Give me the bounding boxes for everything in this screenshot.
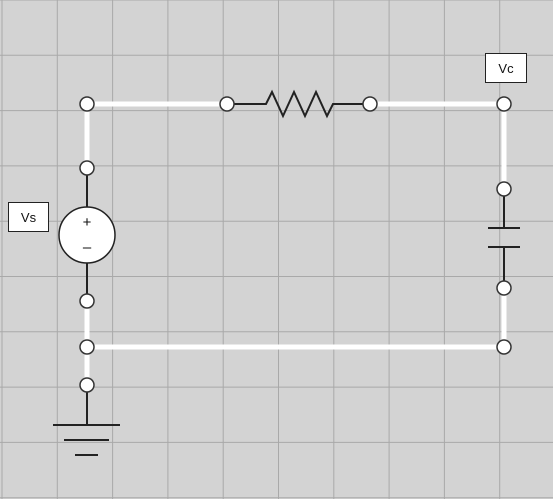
node-bottom-left[interactable] (79, 339, 95, 355)
source-terminal-bottom[interactable] (79, 293, 95, 309)
ground-terminal[interactable] (79, 377, 95, 393)
capacitor-terminal-top[interactable] (496, 181, 512, 197)
node-top-left[interactable] (79, 96, 95, 112)
label-vc[interactable]: Vc (485, 53, 527, 83)
node-bottom-right[interactable] (496, 339, 512, 355)
resistor-terminal-left[interactable] (219, 96, 235, 112)
source-minus-sign: – (83, 239, 92, 256)
voltage-source[interactable]: + – (58, 168, 116, 301)
resistor-terminal-right[interactable] (362, 96, 378, 112)
terminals (79, 96, 512, 393)
wires (84, 101, 507, 388)
source-plus-sign: + (83, 214, 92, 231)
resistor[interactable] (227, 89, 370, 119)
label-vs[interactable]: Vs (8, 202, 49, 232)
node-top-right[interactable] (496, 96, 512, 112)
source-terminal-top[interactable] (79, 160, 95, 176)
ground-symbol[interactable] (53, 385, 120, 456)
capacitor-terminal-bottom[interactable] (496, 280, 512, 296)
capacitor[interactable] (488, 189, 520, 288)
